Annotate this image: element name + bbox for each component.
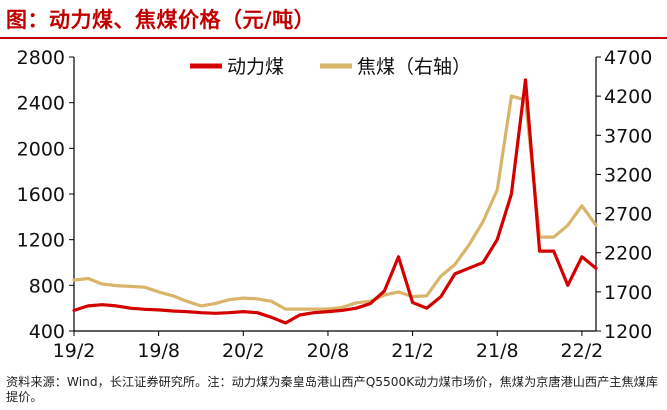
right-tick-label: 4700 xyxy=(604,47,652,69)
legend-label-coking: 焦煤（右轴） xyxy=(357,56,471,78)
x-tick-label: 19/2 xyxy=(53,340,96,362)
right-tick-label: 2700 xyxy=(604,204,652,226)
left-tick-label: 2400 xyxy=(17,93,65,115)
right-tick-label: 1200 xyxy=(604,321,652,343)
left-tick-label: 1600 xyxy=(17,184,65,206)
price-line-chart: 400 800 1200 1600 2000 2400 2800 1200 1700 2200 2… xyxy=(17,47,653,362)
right-tick-label: 3200 xyxy=(604,164,652,186)
x-tick-label: 21/8 xyxy=(476,340,519,362)
source-note: 资料来源：Wind，长江证券研究所。注：动力煤为秦皇岛港山西产Q5500K动力煤… xyxy=(6,375,659,404)
title-underline xyxy=(0,37,667,39)
x-tick-label: 20/8 xyxy=(307,340,350,362)
right-axis-ticks: 1200 1700 2200 2700 3200 3700 4200 4700 xyxy=(596,47,652,343)
legend: 动力煤 焦煤（右轴） xyxy=(190,56,471,78)
x-tick-label: 19/8 xyxy=(137,340,180,362)
thermal-coal-line xyxy=(72,78,598,325)
x-axis-ticks: 19/2 19/8 20/2 20/8 21/2 21/8 22/2 xyxy=(53,331,604,362)
right-tick-label: 1700 xyxy=(604,282,652,304)
left-axis-ticks: 400 800 1200 1600 2000 2400 2800 xyxy=(17,47,74,343)
right-tick-label: 2200 xyxy=(604,243,652,265)
x-tick-label: 20/2 xyxy=(222,340,265,362)
right-tick-label: 4200 xyxy=(604,86,652,108)
x-tick-label: 22/2 xyxy=(561,340,604,362)
x-tick-label: 21/2 xyxy=(391,340,434,362)
left-tick-label: 2800 xyxy=(17,47,65,69)
coking-coal-line xyxy=(72,94,598,311)
left-tick-label: 1200 xyxy=(17,230,65,252)
right-tick-label: 3700 xyxy=(604,125,652,147)
left-tick-label: 400 xyxy=(29,321,65,343)
left-tick-label: 2000 xyxy=(17,138,65,160)
chart-title: 图：动力煤、焦煤价格（元/吨） xyxy=(6,8,316,32)
left-tick-label: 800 xyxy=(29,275,65,297)
legend-label-thermal: 动力煤 xyxy=(227,56,284,78)
series-layer xyxy=(72,78,598,325)
